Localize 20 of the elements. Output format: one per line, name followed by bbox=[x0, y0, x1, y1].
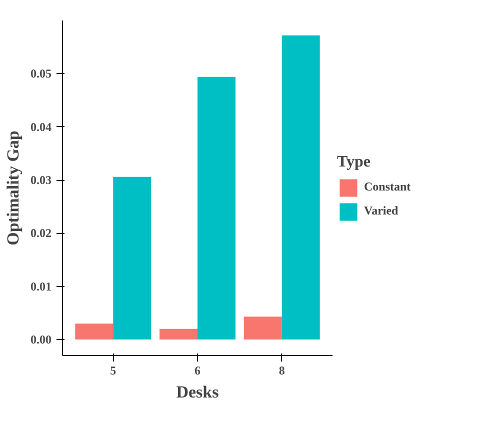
x-tick-label: 5 bbox=[110, 364, 116, 378]
bar bbox=[282, 35, 320, 340]
y-tick-label: 0.04 bbox=[30, 120, 52, 134]
legend-title: Type bbox=[337, 153, 372, 171]
bar bbox=[75, 324, 114, 340]
bar bbox=[160, 328, 198, 340]
legend-label: Varied bbox=[364, 204, 398, 218]
y-tick-label: 0.01 bbox=[30, 279, 52, 294]
bar bbox=[113, 176, 152, 340]
bar bbox=[198, 76, 236, 340]
x-axis-title: Desks bbox=[176, 382, 220, 402]
y-tick-label: 0.03 bbox=[30, 173, 52, 188]
y-axis-title: Optimality Gap bbox=[4, 130, 22, 246]
bar bbox=[244, 316, 282, 340]
y-tick-label: 0.05 bbox=[30, 66, 52, 81]
legend-label: Constant bbox=[364, 180, 411, 194]
y-tick-label: 0.02 bbox=[30, 226, 52, 240]
y-tick-label: 0.00 bbox=[30, 332, 52, 347]
x-tick-label: 6 bbox=[194, 364, 200, 378]
x-tick-label: 8 bbox=[278, 364, 285, 378]
